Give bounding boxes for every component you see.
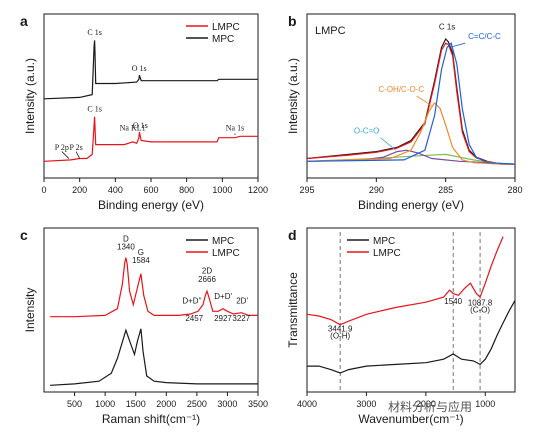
panel-d-frame xyxy=(306,227,516,393)
panel-b-title: LMPC xyxy=(315,25,346,37)
panel-b-series-component-1-line xyxy=(307,42,515,165)
panel-d-annotation: 1087.8 xyxy=(468,299,493,308)
panel-a-xtick-label: 400 xyxy=(108,185,123,195)
panel-a-annotation-arrow xyxy=(61,151,70,159)
panel-a-ylabel: Intensity (a.u.) xyxy=(23,58,37,134)
panel-c-xtick-label: 500 xyxy=(67,399,82,409)
panel-a-annotation: C 1s xyxy=(87,104,101,113)
panel-a-series-mpc-line xyxy=(44,40,258,100)
panel-c-annotation: D+D' xyxy=(214,292,232,301)
panel-a-annotation: Na 1s xyxy=(226,124,244,133)
panel-a-letter: a xyxy=(20,13,28,29)
panel-a-annotation: Na KL1 xyxy=(120,124,146,133)
panel-a-legend-label-mpc: MPC xyxy=(212,34,234,45)
panel-c-annotation: D+D'' xyxy=(182,296,202,305)
panel-c-xtick-label: 3500 xyxy=(248,399,268,409)
panel-c-legend-label-mpc: MPC xyxy=(212,236,234,247)
panel-d-annotation: 3441.9 xyxy=(328,325,353,334)
panel-b-xtick-label: 285 xyxy=(438,185,453,195)
panel-b-ylabel: Intensity (a.u.) xyxy=(286,58,300,134)
panel-d-series-mpc-line xyxy=(307,300,515,374)
panel-c-xtick-label: 1500 xyxy=(126,399,146,409)
panel-b-series-component-0-line xyxy=(307,37,515,165)
panel-c-annotation: D xyxy=(123,234,129,243)
panel-d-annotation: (C-O) xyxy=(470,306,490,315)
panel-c-annotation: 2927 xyxy=(214,314,232,323)
panel-a-annotation: P 2s xyxy=(69,143,82,152)
panel-c-ylabel: Intensity xyxy=(23,288,37,333)
panel-c-annotation: 2457 xyxy=(185,314,203,323)
panel-d-letter: d xyxy=(288,227,297,243)
panel-d-xtick-label: 3000 xyxy=(356,399,376,409)
panel-b-annotation-leader xyxy=(449,42,466,48)
panel-b-annotation: C=C/C-C xyxy=(468,32,501,41)
panel-b-annotation: C 1s xyxy=(439,22,455,31)
panel-c-annotation: 1340 xyxy=(117,243,135,252)
panel-b-series-component-4-line xyxy=(307,101,515,165)
panel-b-series-component-5-line xyxy=(307,42,515,165)
panel-d-xlabel: Wavenumber(cm⁻¹) xyxy=(358,412,463,426)
panel-a-xlabel: Binding energy (eV) xyxy=(98,198,204,212)
panel-c-xtick-label: 2000 xyxy=(156,399,176,409)
panel-b-xtick-label: 295 xyxy=(299,185,314,195)
panel-c-legend-label-lmpc: LMPC xyxy=(212,248,240,259)
panel-b-annotation-leader xyxy=(416,95,433,107)
watermark-text: 材料分析与应用 xyxy=(388,400,473,414)
panel-a-annotation: O 1s xyxy=(132,64,147,73)
panel-d-annotation: (O-H) xyxy=(330,331,350,340)
panel-a-xtick-label: 0 xyxy=(41,185,46,195)
panel-d-ylabel: Transmittance xyxy=(286,272,300,348)
panel-a-xtick-label: 200 xyxy=(72,185,87,195)
panel-d-legend-label-mpc: MPC xyxy=(373,236,395,247)
panel-a-xtick-label: 1000 xyxy=(212,185,232,195)
panel-d-xtick-label: 1000 xyxy=(475,399,495,409)
panel-b-annotation: O-C=O xyxy=(354,127,380,136)
panel-a-xtick-label: 800 xyxy=(179,185,194,195)
panel-d-series-lmpc-line xyxy=(307,236,504,326)
panel-c-annotation: 3227 xyxy=(232,314,250,323)
panel-b-annotation: C-OH/C-O-C xyxy=(378,85,424,94)
panel-d-annotation: 1540 xyxy=(444,297,462,306)
panel-a-annotation-arrow xyxy=(75,151,81,159)
panel-a-series-lmpc-line xyxy=(44,116,258,162)
panel-c-annotation: 2666 xyxy=(198,275,216,284)
panel-c-letter: c xyxy=(20,227,28,243)
panel-b-xtick-label: 290 xyxy=(369,185,384,195)
panel-a-xtick-label: 600 xyxy=(143,185,158,195)
panel-d-xtick-label: 2000 xyxy=(416,399,436,409)
panel-a-legend-label-lmpc: LMPC xyxy=(212,22,240,33)
panel-a-annotation: P 2p xyxy=(55,143,69,152)
panel-c-annotation: 2D' xyxy=(236,296,248,305)
panel-b-annotation-leader xyxy=(380,137,397,151)
panel-a-annotation: C 1s xyxy=(87,28,101,37)
panel-c-annotation: 1584 xyxy=(132,256,150,265)
panel-c-xlabel: Raman shift(cm⁻¹) xyxy=(102,412,200,426)
panel-c-annotation: 2D xyxy=(202,267,212,276)
panel-b-letter: b xyxy=(288,13,297,29)
panel-b-xlabel: Binding energy (eV) xyxy=(358,198,464,212)
panel-b-frame xyxy=(306,13,516,179)
panel-c-xtick-label: 3000 xyxy=(217,399,237,409)
panel-a-xtick-label: 1200 xyxy=(248,185,268,195)
panel-d-xtick-label: 4000 xyxy=(297,399,317,409)
panel-d-legend-label-lmpc: LMPC xyxy=(373,248,401,259)
panel-a-annotation: O 1s xyxy=(133,121,148,130)
panel-c-series-lmpc-line xyxy=(50,257,258,318)
panel-c-series-mpc-line xyxy=(50,328,258,386)
panel-c-xtick-label: 1000 xyxy=(95,399,115,409)
panel-c-frame xyxy=(43,227,259,393)
panel-c-xtick-label: 2500 xyxy=(187,399,207,409)
panel-b-xtick-label: 280 xyxy=(507,185,522,195)
panel-c-annotation: G xyxy=(138,248,144,257)
